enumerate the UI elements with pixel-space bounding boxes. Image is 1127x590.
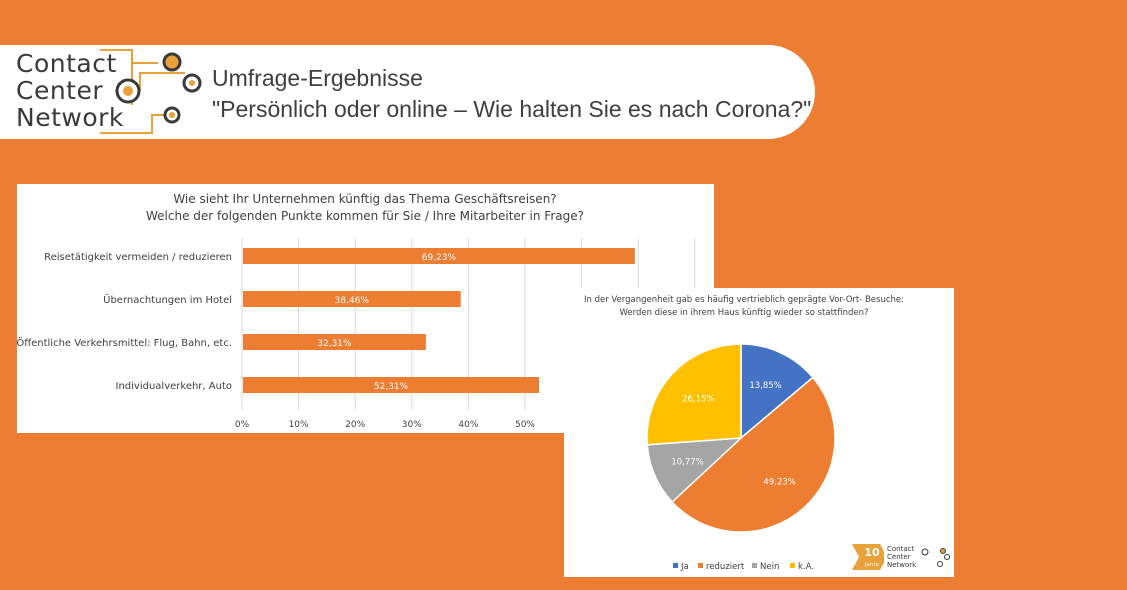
badge-dot-icon	[937, 561, 943, 567]
bar	[243, 334, 426, 350]
pie-legend-swatch	[673, 563, 678, 568]
pie-legend-label: Nein	[760, 562, 779, 572]
pie-value-label: 26,15%	[682, 394, 714, 404]
bar	[243, 248, 635, 264]
page-title: Umfrage-Ergebnisse "Persönlich oder onli…	[212, 63, 811, 124]
bar-value-label: 32,31%	[317, 339, 352, 349]
badge-logo-line-1: Contact	[887, 545, 914, 553]
pie-value-label: 49,23%	[763, 478, 795, 488]
bar-x-tick-label: 50%	[515, 420, 535, 430]
bar	[243, 377, 540, 393]
badge-dot-icon	[944, 554, 950, 560]
pie-chart-subtitle: Werden diese in ihrem Haus künftig wiede…	[619, 308, 868, 318]
pie-legend-label: Ja	[680, 562, 689, 572]
bar-x-tick-label: 40%	[458, 420, 478, 430]
pie-legend-label: reduziert	[706, 562, 745, 572]
pie-legend-swatch	[790, 563, 795, 568]
pie-slice	[646, 343, 742, 446]
bar-category-label: Reisetätigkeit vermeiden / reduzieren	[44, 252, 232, 263]
bar-chart: Wie sieht Ihr Unternehmen künftig das Th…	[16, 192, 696, 430]
logo-wordmark: Contact Center Network	[16, 51, 124, 132]
logo-line-1: Contact	[16, 49, 117, 78]
bar-x-tick-label: 10%	[289, 420, 309, 430]
bar	[243, 291, 461, 307]
pie-slice	[671, 376, 836, 533]
bar-category-label: Übernachtungen im Hotel	[103, 293, 232, 306]
badge-logo-line-3: Network	[887, 561, 917, 569]
pie-chart-panel: In der Vergangenheit gab es häufig vertr…	[564, 288, 954, 577]
pie-legend-swatch	[698, 563, 703, 568]
logo-line-3: Network	[16, 103, 124, 132]
bar-x-tick-label: 30%	[402, 420, 422, 430]
pie-value-label: 13,85%	[749, 381, 781, 391]
pie-legend-label: k.A.	[798, 562, 814, 572]
badge-dot-icon	[940, 548, 946, 554]
bar-value-label: 69,23%	[422, 253, 457, 263]
pie-chart: In der Vergangenheit gab es häufig vertr…	[584, 295, 950, 572]
pie-slice	[740, 343, 814, 440]
badge-number: 10	[864, 546, 880, 559]
anniversary-badge: 10 Jahre Contact Center Network	[852, 544, 950, 572]
title-line-1: Umfrage-Ergebnisse	[212, 65, 423, 91]
bar-chart-subtitle: Welche der folgenden Punkte kommen für S…	[146, 209, 584, 223]
logo-line-2: Center	[16, 76, 104, 105]
bar-value-label: 38,46%	[335, 296, 370, 306]
badge-word: Jahre	[864, 562, 880, 568]
bar-category-label: Individualverkehr, Auto	[116, 381, 233, 392]
bar-value-label: 52,31%	[374, 382, 409, 392]
logo-circuit-graphic	[100, 49, 202, 134]
header-banner: Contact Center Network Umfrage-Ergebniss…	[0, 45, 815, 139]
bar-chart-title: Wie sieht Ihr Unternehmen künftig das Th…	[173, 192, 556, 206]
pie-value-label: 10,77%	[671, 457, 703, 467]
pie-chart-title: In der Vergangenheit gab es häufig vertr…	[584, 295, 904, 305]
title-line-2: "Persönlich oder online – Wie halten Sie…	[212, 96, 812, 122]
bar-category-label: Öffentliche Verkehrsmittel: Flug, Bahn, …	[17, 336, 232, 349]
bar-x-tick-label: 0%	[235, 420, 250, 430]
badge-logo-line-2: Center	[887, 553, 911, 561]
badge-dot-icon	[921, 548, 929, 556]
bar-x-tick-label: 20%	[345, 420, 365, 430]
pie-legend-swatch	[752, 563, 757, 568]
